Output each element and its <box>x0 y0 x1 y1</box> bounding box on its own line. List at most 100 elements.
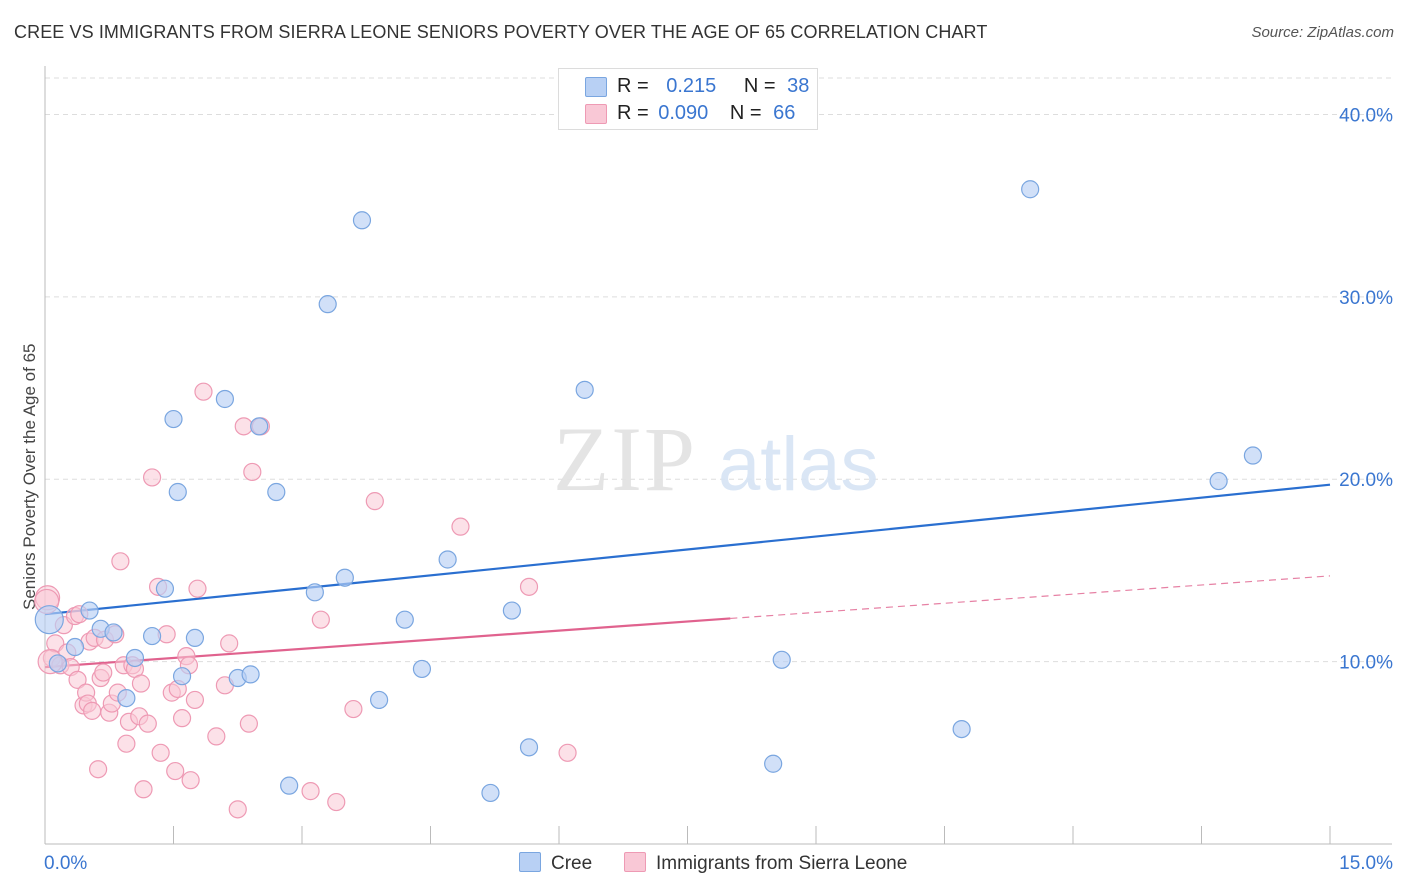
point-sierra-leone <box>228 800 247 819</box>
point-sierra-leone <box>151 743 170 762</box>
point-cree <box>305 583 324 602</box>
point-cree <box>155 579 175 598</box>
point-sierra-leone <box>234 417 253 436</box>
point-sierra-leone <box>185 690 205 710</box>
cree-trend-solid <box>44 483 1331 616</box>
tick-labels: 10.0% 20.0% 30.0% 40.0% 0.0% 15.0% <box>44 105 1393 874</box>
point-cree <box>481 783 500 803</box>
point-cree <box>168 482 187 502</box>
point-cree <box>34 605 64 635</box>
gridlines <box>45 77 1392 663</box>
point-sierra-leone <box>451 517 470 536</box>
point-cree <box>318 295 337 314</box>
trend-lines <box>44 483 1331 669</box>
point-cree <box>164 409 183 429</box>
point-cree <box>65 637 85 657</box>
point-cree <box>1243 446 1263 465</box>
x-tick-label-min: 0.0% <box>44 853 87 874</box>
points-sierra-leone <box>34 382 577 819</box>
axes <box>44 66 1392 845</box>
stats-legend: R = 0.215 N = 38 R = 0.090 N = 66 <box>558 68 818 130</box>
point-cree <box>352 211 372 230</box>
point-cree <box>267 482 286 502</box>
point-cree <box>241 665 260 684</box>
point-cree <box>104 623 123 642</box>
point-sierra-leone <box>181 771 200 790</box>
point-sierra-leone <box>94 663 113 682</box>
sierra-trend-solid <box>44 617 731 669</box>
bottom-legend-swatch-sierra <box>624 852 646 872</box>
point-sierra-leone <box>220 634 239 653</box>
bottom-legend-cree: Cree <box>519 852 592 875</box>
point-sierra-leone <box>68 670 87 689</box>
chart-title: CREE VS IMMIGRANTS FROM SIERRA LEONE SEN… <box>14 22 988 42</box>
point-cree <box>1209 471 1228 491</box>
point-sierra-leone <box>344 699 363 719</box>
point-sierra-leone <box>243 462 262 482</box>
points-cree <box>34 180 1263 803</box>
point-cree <box>1021 180 1040 199</box>
point-sierra-leone <box>131 674 151 693</box>
point-sierra-leone <box>239 714 258 733</box>
point-sierra-leone <box>188 579 207 598</box>
point-sierra-leone <box>301 782 320 801</box>
sierra-trend-dashed <box>730 575 1331 620</box>
y-tick-label: 20.0% <box>1339 470 1393 491</box>
point-sierra-leone <box>138 714 157 733</box>
source-label: Source: ZipAtlas.com <box>1251 24 1394 41</box>
x-tick-label-max: 15.0% <box>1339 853 1393 874</box>
watermark-zip: ZIP <box>553 408 697 510</box>
y-tick-label: 40.0% <box>1339 105 1393 126</box>
legend-n-label-cree: N = <box>743 75 776 97</box>
point-cree <box>48 654 67 673</box>
bottom-legend-swatch-cree <box>519 852 541 872</box>
point-sierra-leone <box>172 709 192 728</box>
point-sierra-leone <box>142 468 162 487</box>
point-cree <box>764 754 783 773</box>
point-sierra-leone <box>111 552 130 571</box>
point-cree <box>215 389 234 409</box>
point-cree <box>519 738 539 757</box>
point-cree <box>280 776 299 795</box>
bottom-legend-sierra: Immigrants from Sierra Leone <box>624 852 907 875</box>
legend-swatch-cree <box>585 77 607 97</box>
point-sierra-leone <box>558 743 577 762</box>
legend-r-value-sierra: 0.090 <box>658 102 709 124</box>
watermark: ZIP atlas <box>553 408 879 510</box>
point-cree <box>117 688 136 708</box>
bottom-legend-label-cree: Cree <box>551 853 593 874</box>
point-cree <box>125 648 145 668</box>
point-cree <box>395 610 414 629</box>
legend-n-value-cree: 38 <box>787 75 810 97</box>
point-sierra-leone <box>117 734 136 753</box>
point-sierra-leone <box>89 760 108 779</box>
point-cree <box>952 719 971 739</box>
point-sierra-leone <box>327 792 346 812</box>
point-cree <box>772 650 791 669</box>
point-sierra-leone <box>365 492 384 511</box>
point-sierra-leone <box>519 577 539 596</box>
y-tick-label: 10.0% <box>1339 653 1393 674</box>
point-cree <box>142 626 162 646</box>
point-sierra-leone <box>194 382 213 401</box>
legend-swatch-sierra <box>585 104 607 124</box>
point-cree <box>575 380 594 399</box>
legend-n-value-sierra: 66 <box>773 102 796 124</box>
point-cree <box>412 659 432 679</box>
point-sierra-leone <box>207 727 226 746</box>
bottom-legend-label-sierra: Immigrants from Sierra Leone <box>656 853 908 874</box>
legend-n-label-sierra: N = <box>729 102 762 124</box>
point-cree <box>172 667 192 686</box>
point-cree <box>370 690 389 710</box>
point-cree <box>502 601 521 620</box>
point-cree <box>335 568 354 587</box>
point-cree <box>80 601 99 620</box>
point-sierra-leone <box>311 610 330 629</box>
point-sierra-leone <box>134 780 153 799</box>
legend-r-label-sierra: R = <box>617 102 649 124</box>
point-sierra-leone <box>166 761 185 781</box>
point-cree <box>438 550 457 569</box>
point-sierra-leone <box>83 701 102 720</box>
legend-r-label-cree: R = <box>617 75 649 97</box>
